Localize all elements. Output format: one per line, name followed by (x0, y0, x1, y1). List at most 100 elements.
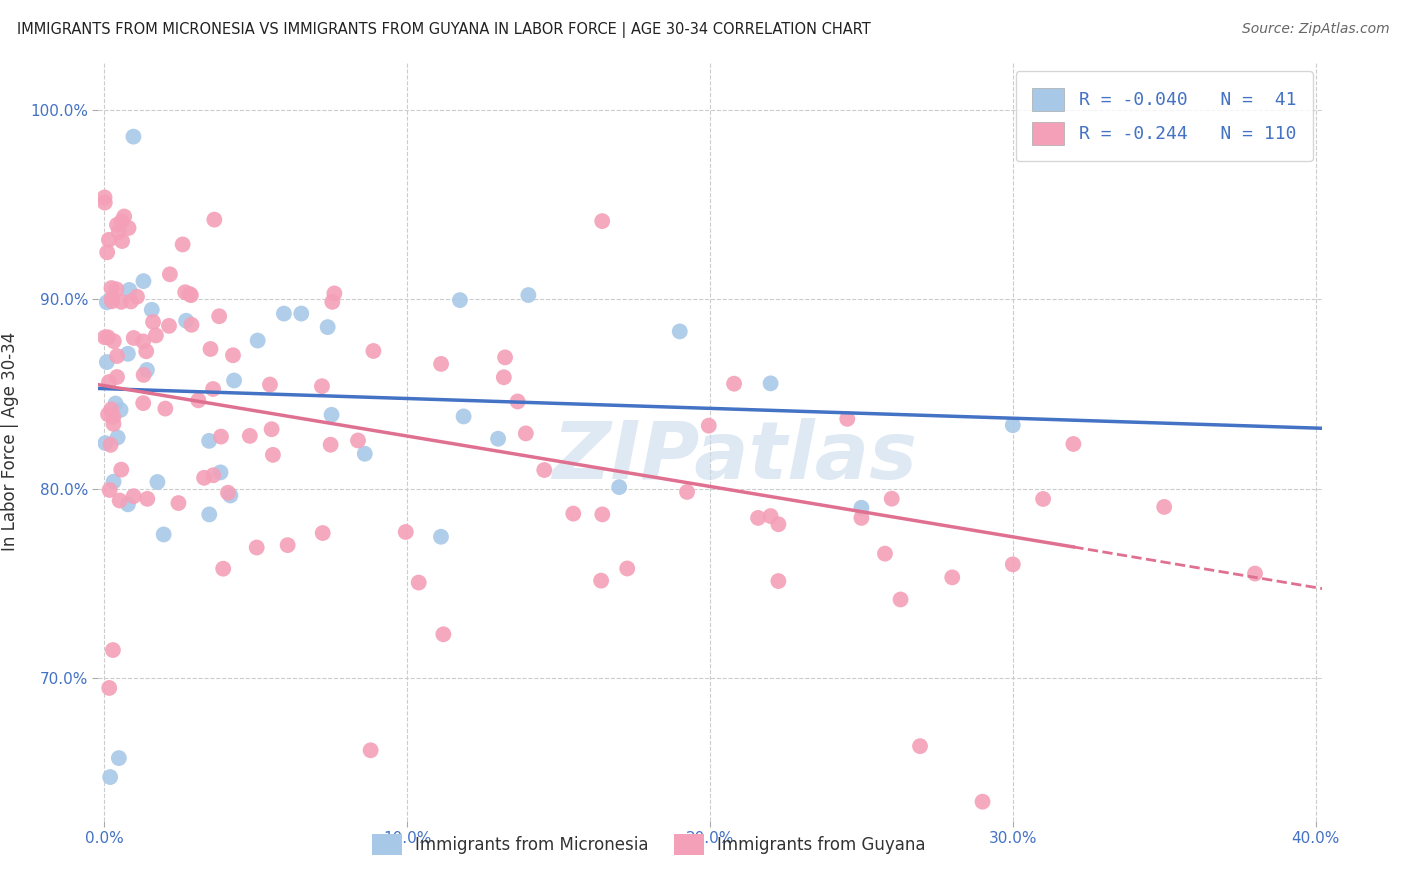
Point (723, 376, 745, 391)
Point (363, 343, 385, 358)
Point (515, 426, 537, 441)
Point (107, 430, 129, 444)
Point (136, 491, 159, 506)
Point (98, 770, 121, 784)
Point (120, 294, 142, 309)
Point (676, 485, 699, 500)
Point (108, 751, 131, 765)
Point (449, 293, 471, 307)
Point (105, 370, 128, 384)
Point (219, 488, 242, 502)
Point (972, 795, 994, 809)
Point (432, 627, 454, 641)
Point (97, 408, 120, 422)
Legend: Immigrants from Micronesia, Immigrants from Guyana: Immigrants from Micronesia, Immigrants f… (366, 827, 932, 862)
Point (105, 282, 128, 296)
Point (174, 314, 197, 328)
Point (180, 288, 202, 302)
Point (167, 496, 190, 510)
Point (1244, 566, 1267, 581)
Point (179, 287, 201, 301)
Point (408, 575, 430, 590)
Point (890, 592, 912, 607)
Point (97, 330, 120, 344)
Point (277, 538, 299, 552)
Point (668, 325, 690, 339)
Point (562, 507, 585, 521)
Point (430, 357, 453, 371)
Point (103, 475, 125, 489)
Point (209, 429, 232, 443)
Point (851, 511, 873, 525)
Point (591, 508, 613, 522)
Point (157, 318, 180, 333)
Point (353, 447, 375, 461)
Point (180, 318, 202, 332)
Point (112, 210, 135, 224)
Point (145, 328, 167, 343)
Point (101, 643, 124, 657)
Point (96, 245, 118, 260)
Point (217, 485, 239, 500)
Point (246, 541, 269, 555)
Point (873, 547, 896, 561)
Point (908, 739, 931, 753)
Point (533, 463, 555, 477)
Point (142, 315, 165, 329)
Point (159, 268, 181, 282)
Point (273, 307, 295, 321)
Point (1001, 418, 1024, 433)
Point (125, 290, 148, 304)
Point (132, 368, 155, 382)
Point (98, 483, 121, 497)
Point (110, 462, 132, 476)
Point (117, 221, 139, 235)
Point (107, 225, 129, 239)
Point (132, 274, 155, 288)
Point (360, 743, 382, 757)
Point (110, 214, 132, 228)
Point (200, 342, 222, 356)
Point (198, 508, 221, 522)
Point (202, 382, 225, 396)
Point (311, 379, 333, 393)
Point (135, 363, 157, 377)
Point (96, 355, 118, 369)
Point (100, 281, 122, 295)
Point (395, 524, 418, 539)
Point (941, 570, 963, 584)
Point (94, 330, 117, 344)
Y-axis label: In Labor Force | Age 30-34: In Labor Force | Age 30-34 (1, 332, 18, 551)
Point (105, 218, 128, 232)
Point (97, 375, 120, 389)
Point (122, 489, 145, 503)
Point (111, 234, 134, 248)
Point (103, 417, 125, 431)
Point (152, 527, 174, 541)
Point (319, 438, 342, 452)
Point (747, 511, 769, 525)
Point (1032, 491, 1054, 506)
Point (101, 294, 124, 309)
Point (141, 302, 163, 317)
Point (122, 129, 145, 144)
Point (517, 288, 540, 302)
Point (208, 310, 231, 324)
Point (198, 434, 221, 448)
Point (492, 370, 515, 384)
Point (430, 530, 453, 544)
Point (290, 307, 312, 321)
Point (94, 195, 117, 210)
Point (591, 214, 613, 228)
Point (607, 480, 630, 494)
Point (494, 351, 516, 365)
Point (768, 574, 790, 588)
Point (105, 349, 128, 363)
Point (187, 393, 209, 408)
Point (103, 409, 125, 424)
Point (616, 561, 638, 575)
Point (837, 412, 859, 426)
Point (132, 396, 155, 410)
Point (453, 409, 475, 424)
Point (94, 436, 117, 450)
